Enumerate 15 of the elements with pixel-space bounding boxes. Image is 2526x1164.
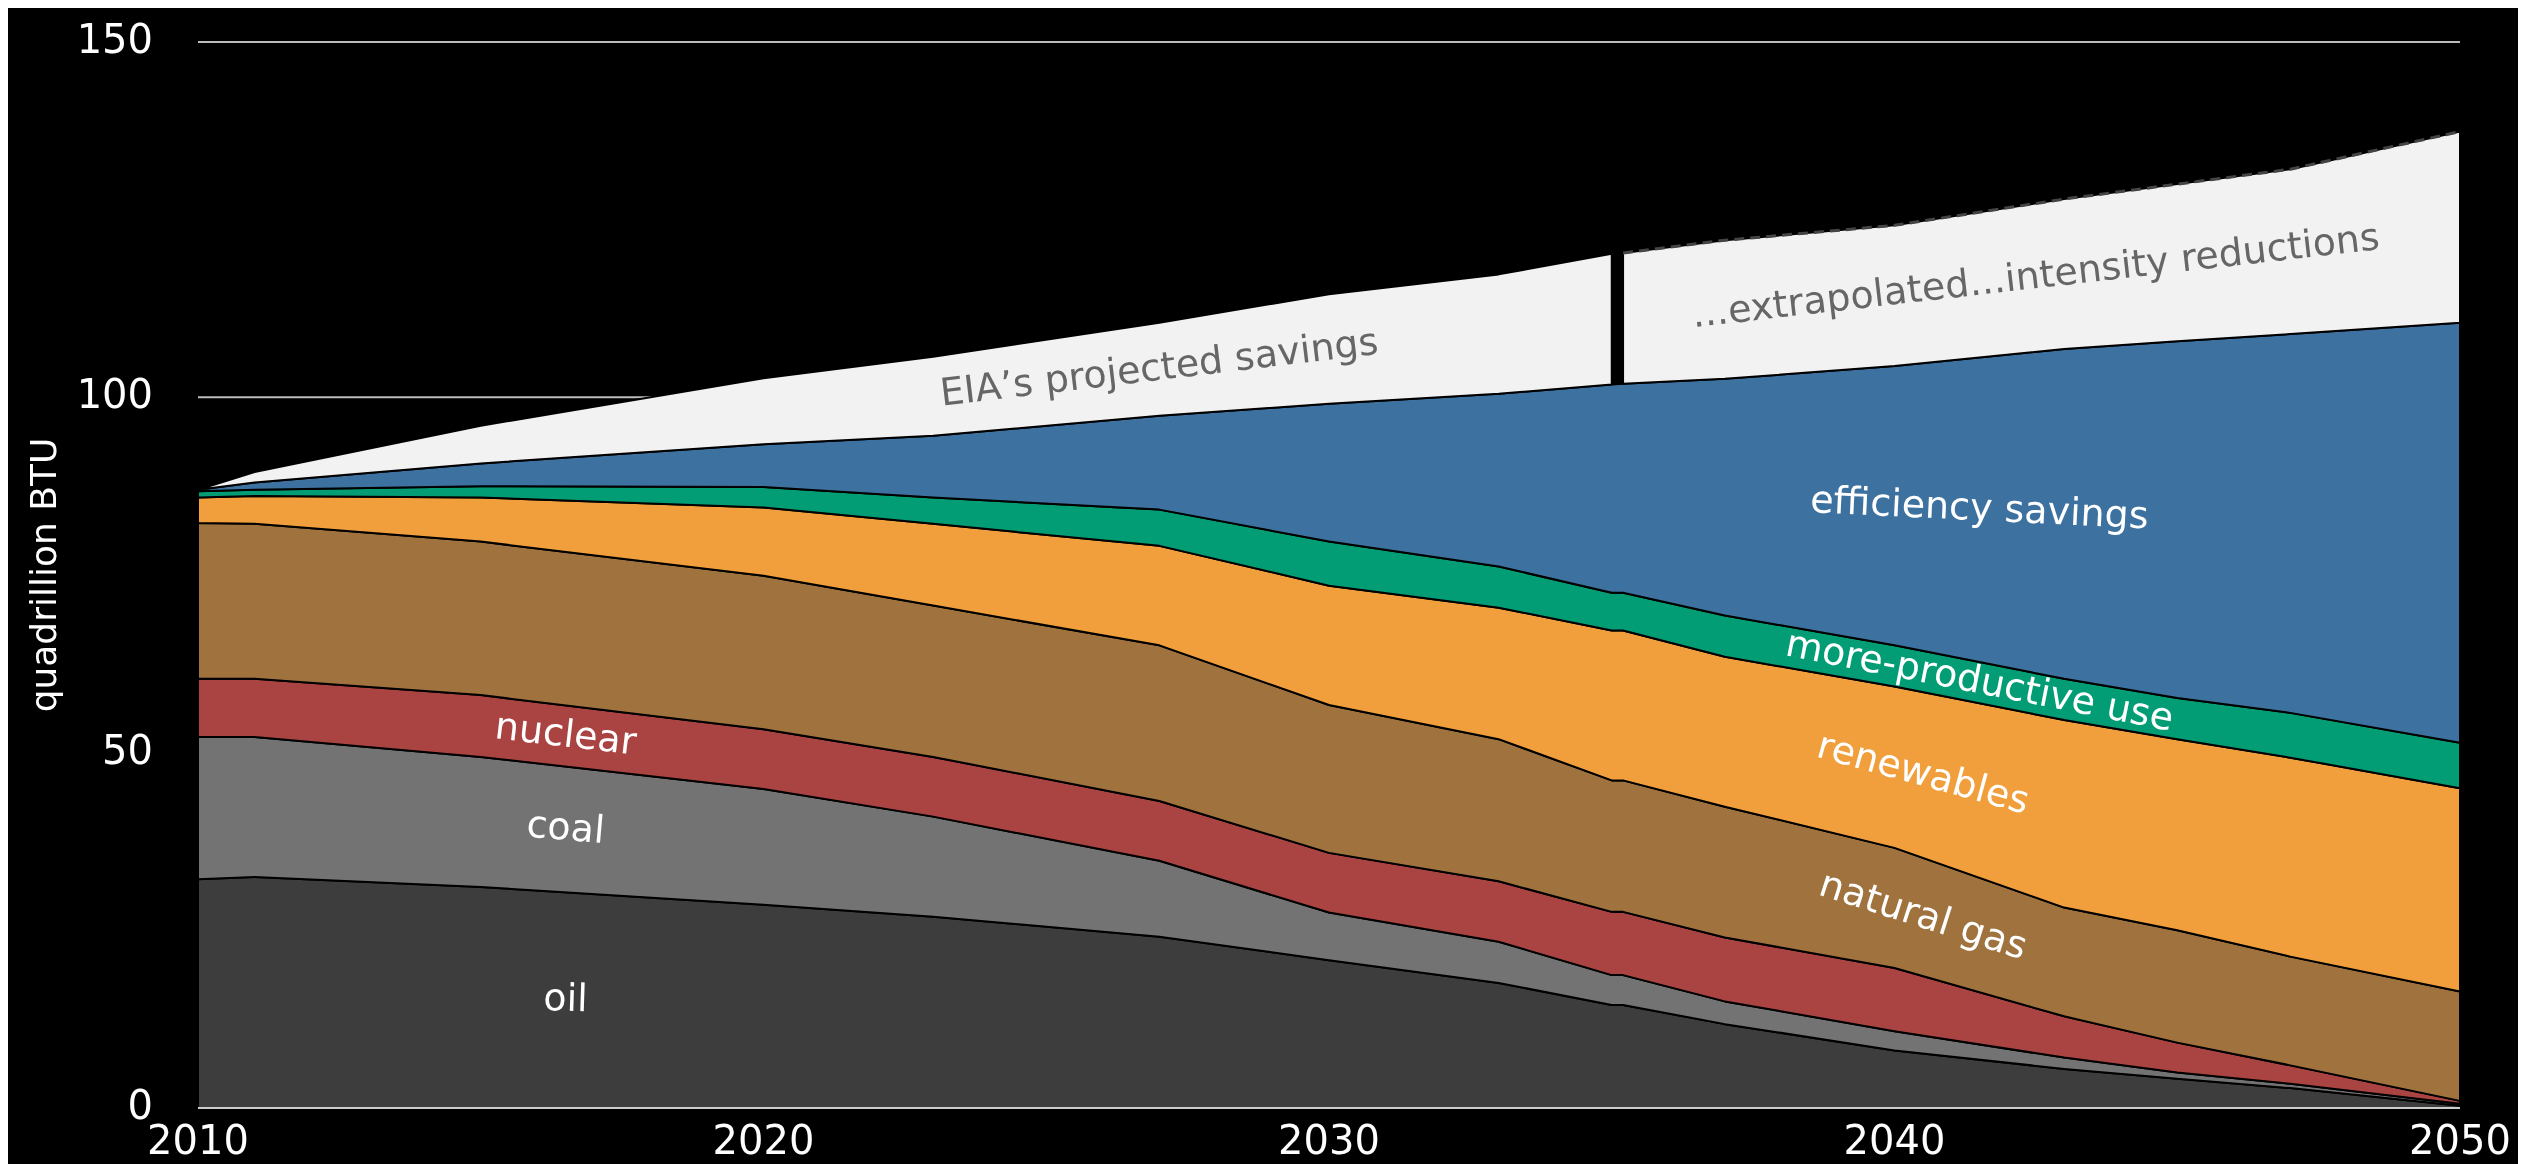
x-tick-label: 2030 bbox=[1278, 1117, 1380, 1163]
x-tick-label: 2010 bbox=[147, 1117, 249, 1163]
x-tick-label: 2020 bbox=[712, 1117, 815, 1163]
y-axis-title: quadrillion BTU bbox=[23, 437, 64, 713]
series-label: natural gas bbox=[1814, 860, 2033, 969]
y-tick-label: 50 bbox=[102, 726, 153, 773]
series-label: nuclear bbox=[492, 703, 640, 764]
y-tick-label: 150 bbox=[76, 16, 153, 62]
y-tick-label: 100 bbox=[76, 371, 153, 418]
series-label: oil bbox=[542, 974, 589, 1021]
x-tick-label: 2040 bbox=[1843, 1117, 1946, 1163]
series-label: coal bbox=[525, 801, 607, 853]
series-label: efficiency savings bbox=[1809, 477, 2150, 538]
x-tick-label: 2050 bbox=[2409, 1117, 2511, 1163]
series-label: EIA’s projected savings bbox=[937, 318, 1381, 415]
